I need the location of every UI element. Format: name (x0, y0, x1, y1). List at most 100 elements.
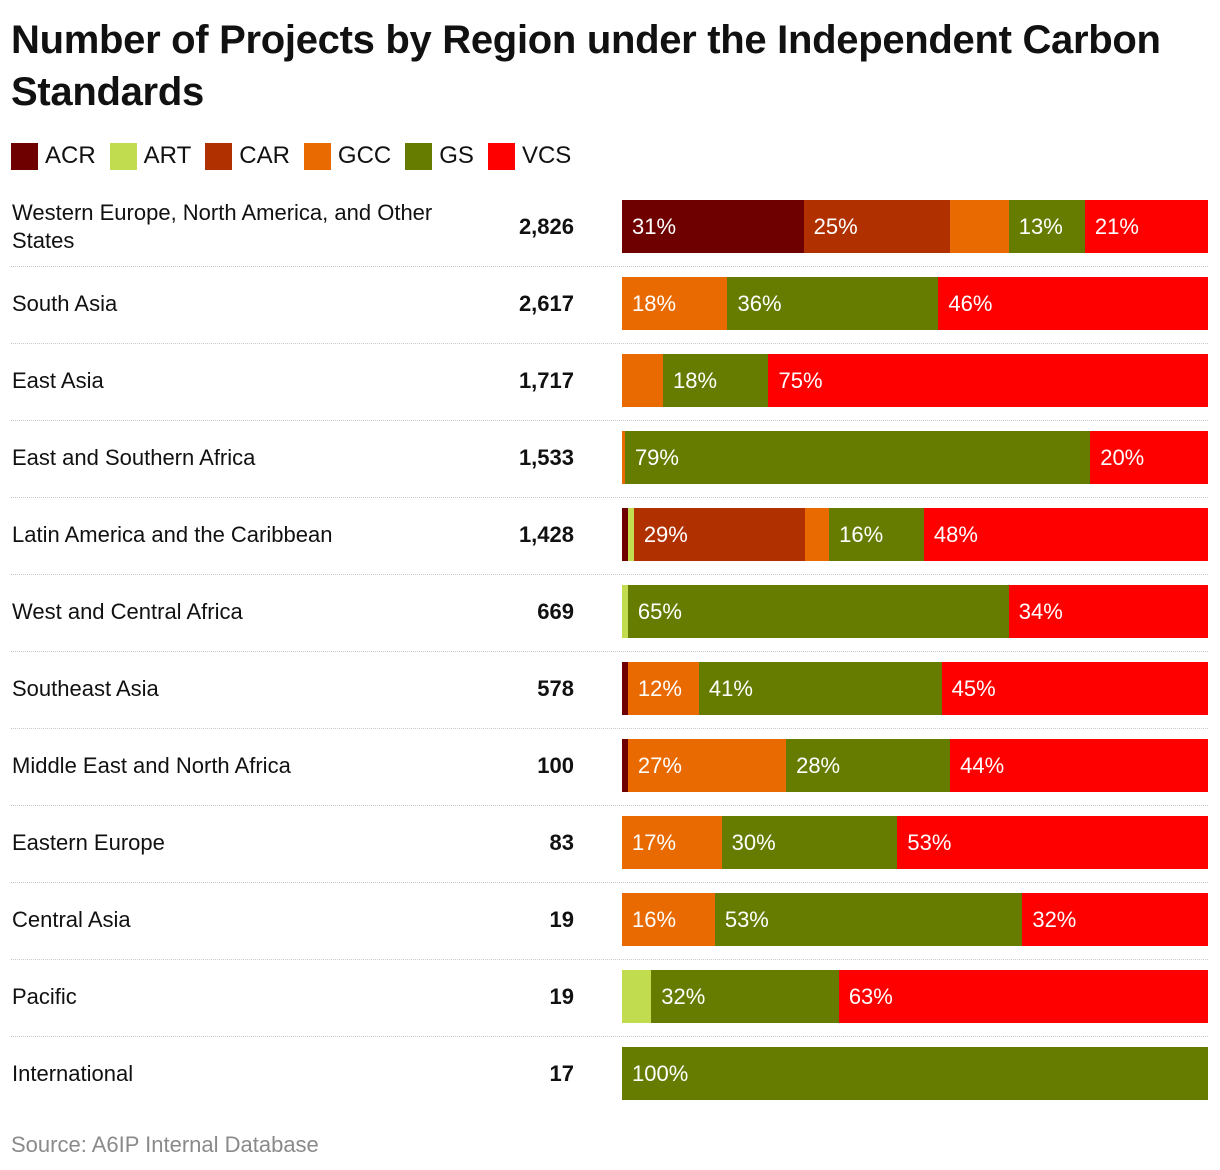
category-label: West and Central Africa (12, 599, 243, 624)
bar-segment-gs: 79% (624, 431, 1091, 484)
bar-segment-gs: 30% (721, 816, 898, 869)
legend-label: CAR (239, 142, 290, 169)
segment-label: 28% (796, 752, 841, 778)
bar-segment-vcs: 53% (897, 816, 1208, 869)
total-label: 1,533 (518, 445, 574, 470)
stacked-bar: 32% 63% (622, 970, 1208, 1023)
legend-item-car: CAR (205, 142, 290, 170)
segment-label: 32% (661, 983, 706, 1009)
bar-segment-gs: 18% (663, 354, 769, 407)
segment-label: 20% (1100, 444, 1145, 470)
legend-swatch-art (109, 142, 137, 170)
stacked-bar: 31% 25% 13% 21% (622, 200, 1208, 253)
segment-label: 16% (839, 521, 884, 547)
segment-label: 46% (948, 290, 993, 316)
segment-label: 25% (813, 213, 858, 239)
bar-segment-gs: 36% (727, 277, 939, 330)
legend-item-gs: GS (405, 142, 474, 170)
total-label: 2,826 (518, 214, 574, 239)
segment-label: 100% (632, 1060, 689, 1086)
bar-segment-gcc: 18% (622, 277, 728, 330)
stacked-bar: 65% 34% (622, 585, 1208, 638)
total-label: 100 (537, 753, 574, 778)
chart-title: Number of Projects by Region under the I… (11, 18, 1161, 114)
category-label: Middle East and North Africa (12, 753, 291, 778)
chart-row: West and Central Africa 669 65% 34% (11, 575, 1208, 652)
bar-segment-acr: 31% (622, 200, 804, 253)
stacked-bar: 79% 20% (622, 431, 1208, 484)
chart-row: Pacific 19 32% 63% (11, 960, 1208, 1037)
bar-segment-gcc: 16% (622, 893, 715, 946)
legend-label: GS (439, 142, 474, 169)
total-label: 19 (549, 907, 574, 932)
total-label: 83 (549, 830, 574, 855)
segment-label: 18% (632, 290, 677, 316)
bar-segment-gcc (805, 508, 830, 561)
legend-item-vcs: VCS (487, 142, 572, 170)
stacked-bar: 100% (622, 1047, 1208, 1100)
category-label: International (12, 1061, 134, 1086)
chart-row: Central Asia 19 16% 53% 32% (11, 883, 1208, 960)
bar-segment-gcc (950, 200, 1009, 253)
segment-label: 31% (632, 213, 677, 239)
legend-swatch-gcc (303, 142, 331, 170)
bar-segment-art (627, 508, 634, 561)
total-label: 578 (537, 676, 574, 701)
total-label: 17 (549, 1061, 574, 1086)
segment-label: 48% (933, 521, 978, 547)
segment-label: 53% (907, 829, 952, 855)
bar-segment-gs: 28% (786, 739, 951, 792)
legend-label: GCC (337, 142, 392, 169)
bar-segment-vcs: 44% (950, 739, 1208, 792)
bar-segment-gs: 41% (698, 662, 942, 715)
bar-segment-gcc: 27% (627, 739, 787, 792)
segment-label: 34% (1018, 598, 1063, 624)
segment-label: 36% (737, 290, 782, 316)
stacked-bar: 29% 16% 48% (622, 508, 1208, 561)
bar-segment-art (622, 585, 628, 638)
segment-label: 53% (724, 906, 769, 932)
legend-swatch-gs (405, 142, 433, 170)
legend-label: ART (143, 142, 192, 169)
legend-swatch-car (205, 142, 233, 170)
bar-segment-gcc (622, 431, 625, 484)
chart-row: Southeast Asia 578 12% 41% 45% (11, 652, 1208, 729)
bar-segment-acr (622, 739, 628, 792)
bar-segment-vcs: 45% (941, 662, 1208, 715)
bar-segment-vcs: 75% (768, 354, 1208, 407)
legend-label: VCS (521, 142, 572, 169)
category-label: Latin America and the Caribbean (12, 522, 333, 547)
stacked-bar: 17% 30% 53% (622, 816, 1208, 869)
stacked-bar: 12% 41% 45% (622, 662, 1208, 715)
legend-swatch-acr (11, 142, 38, 170)
chart-row: Eastern Europe 83 17% 30% 53% (11, 806, 1208, 883)
chart-row: Latin America and the Caribbean 1,428 29% 1… (11, 498, 1208, 575)
bar-segment-gs: 13% (1008, 200, 1085, 253)
bar-segment-vcs: 63% (838, 970, 1208, 1023)
chart-row: International 17 100% (11, 1037, 1208, 1113)
legend-item-art: ART (109, 142, 192, 170)
chart-rows: Western Europe, North America, and Other… (11, 190, 1208, 1113)
segment-label: 12% (637, 675, 682, 701)
segment-label: 45% (951, 675, 996, 701)
bar-segment-vcs: 20% (1090, 431, 1208, 484)
segment-label: 21% (1094, 213, 1139, 239)
segment-label: 32% (1032, 906, 1077, 932)
category-label: Southeast Asia (12, 676, 159, 701)
bar-segment-vcs: 46% (938, 277, 1208, 330)
chart-row: South Asia 2,617 18% 36% 46% (11, 267, 1208, 344)
segment-label: 30% (731, 829, 776, 855)
segment-label: 27% (637, 752, 682, 778)
segment-label: 41% (708, 675, 753, 701)
legend-item-gcc: GCC (303, 142, 392, 170)
segment-label: 17% (632, 829, 677, 855)
bar-segment-gs: 32% (651, 970, 839, 1023)
bar-segment-gs: 53% (714, 893, 1023, 946)
chart-row: Western Europe, North America, and Other… (11, 190, 1208, 267)
total-label: 19 (549, 984, 574, 1009)
bar-segment-gs: 65% (627, 585, 1009, 638)
bar-segment-gcc: 17% (622, 816, 722, 869)
source-note: Source: A6IP Internal Database (11, 1132, 319, 1157)
segment-label: 65% (637, 598, 682, 624)
category-label: South Asia (12, 291, 118, 316)
